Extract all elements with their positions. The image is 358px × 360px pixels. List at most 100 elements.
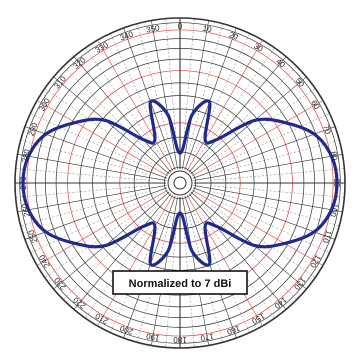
- grid-minor-spoke: [187, 23, 223, 155]
- grid-spoke: [182, 20, 209, 170]
- grid-minor-spoke: [192, 210, 250, 333]
- grid-spoke: [97, 39, 174, 172]
- angle-tick-label: 60: [309, 99, 322, 112]
- grid-spoke: [53, 191, 170, 290]
- angle-tick-label: 170: [199, 331, 214, 342]
- grid-spoke: [73, 193, 172, 310]
- grid-spoke: [191, 189, 324, 266]
- inner-ring: [167, 170, 193, 196]
- angle-tick-label: 0: [178, 22, 183, 31]
- grid-minor-spoke: [182, 18, 195, 154]
- angle-tick-label: 50: [293, 76, 306, 89]
- grid-spoke: [123, 196, 176, 339]
- grid-minor-spoke: [207, 195, 330, 253]
- angle-tick-label: 20: [228, 30, 240, 42]
- grid-minor-spoke: [201, 204, 297, 300]
- grid-spoke: [193, 185, 343, 212]
- grid-spoke: [24, 126, 167, 179]
- grid-minor-spoke: [201, 66, 297, 162]
- grid-minor-spoke: [44, 200, 156, 278]
- grid-minor-spoke: [209, 185, 345, 198]
- angle-tick-label: 150: [250, 311, 267, 326]
- grid-minor-spoke: [137, 211, 173, 343]
- grid-spoke: [17, 185, 167, 212]
- grid-minor-spoke: [165, 18, 178, 154]
- grid-minor-spoke: [204, 88, 316, 166]
- angle-tick-label: 70: [321, 124, 333, 136]
- angle-tick-label: 290: [27, 121, 40, 137]
- grid-spoke: [193, 126, 336, 179]
- grid-minor-spoke: [15, 185, 151, 198]
- angle-tick-label: 350: [145, 23, 160, 34]
- grid-minor-spoke: [208, 140, 340, 176]
- grid-minor-spoke: [110, 33, 168, 156]
- grid-minor-spoke: [30, 113, 153, 171]
- grid-minor-spoke: [20, 140, 152, 176]
- grid-minor-spoke: [208, 190, 340, 226]
- angle-tick-label: 100: [328, 203, 339, 218]
- annotation-box-frame: [112, 270, 248, 295]
- grid-spoke: [188, 56, 287, 173]
- angle-tick-label: 110: [320, 229, 333, 245]
- grid-minor-spoke: [137, 23, 173, 155]
- grid-minor-spoke: [63, 204, 159, 300]
- grid-spoke: [151, 20, 178, 170]
- grid-ring: [163, 166, 197, 200]
- angle-tick-label: 30: [252, 41, 265, 54]
- grid-spoke: [186, 194, 263, 327]
- grid-spoke: [24, 187, 167, 240]
- grid-spoke: [73, 56, 172, 173]
- grid-minor-spoke: [15, 168, 151, 181]
- angle-tick-label: 300: [37, 96, 52, 113]
- grid-spoke: [123, 27, 176, 170]
- grid-spoke: [36, 100, 169, 177]
- angle-tick-label: 10: [202, 24, 213, 35]
- angle-tick-label: 280: [20, 148, 31, 163]
- grid-minor-spoke: [209, 168, 345, 181]
- radiation-pattern: [21, 99, 339, 267]
- inner-ring: [173, 176, 187, 190]
- angle-tick-label: 190: [145, 331, 160, 342]
- angle-tick-label: 180: [173, 335, 187, 344]
- grid-minor-spoke: [63, 66, 159, 162]
- angle-tick-label: 260: [20, 202, 31, 217]
- grid-spoke: [191, 100, 324, 177]
- grid-minor-spoke: [187, 211, 223, 343]
- grid-spoke: [186, 39, 263, 172]
- grid-spoke: [193, 187, 336, 240]
- grid-minor-spoke: [204, 200, 316, 278]
- pattern-series-line: [21, 99, 339, 267]
- grid-spoke: [188, 193, 287, 310]
- angle-tick-label: 80: [329, 151, 340, 162]
- grid-spoke: [184, 27, 237, 170]
- angle-tick-label: 210: [93, 311, 110, 326]
- grid-minor-spoke: [207, 113, 330, 171]
- grid-spoke: [190, 76, 307, 175]
- grid-spoke: [184, 196, 237, 339]
- grid-minor-spoke: [85, 47, 163, 159]
- angle-tick-label: 160: [225, 323, 241, 336]
- angle-tick-label: 240: [37, 253, 52, 270]
- grid-minor-spoke: [197, 207, 275, 319]
- grid-minor-spoke: [182, 212, 195, 348]
- angle-tick-label: 340: [119, 29, 135, 42]
- angle-tick-label: 330: [94, 40, 111, 55]
- angle-tick-label: 200: [118, 323, 134, 336]
- grid-minor-spoke: [85, 207, 163, 319]
- grid-minor-spoke: [197, 47, 275, 159]
- angle-tick-label: 250: [26, 228, 39, 244]
- grid-minor-spoke: [192, 33, 250, 156]
- grid-spoke: [190, 191, 307, 290]
- grid-spoke: [53, 76, 170, 175]
- grid-minor-spoke: [30, 195, 153, 253]
- grid-minor-spoke: [165, 212, 178, 348]
- polar-grid: [14, 17, 346, 349]
- grid-spoke: [17, 154, 167, 181]
- angle-tick-label: 40: [274, 57, 287, 70]
- grid-minor-spoke: [44, 88, 156, 166]
- grid-spoke: [97, 194, 174, 327]
- grid-spoke: [36, 189, 169, 266]
- grid-minor-spoke: [20, 190, 152, 226]
- annotation-box: Normalized to 7 dBi: [112, 270, 248, 295]
